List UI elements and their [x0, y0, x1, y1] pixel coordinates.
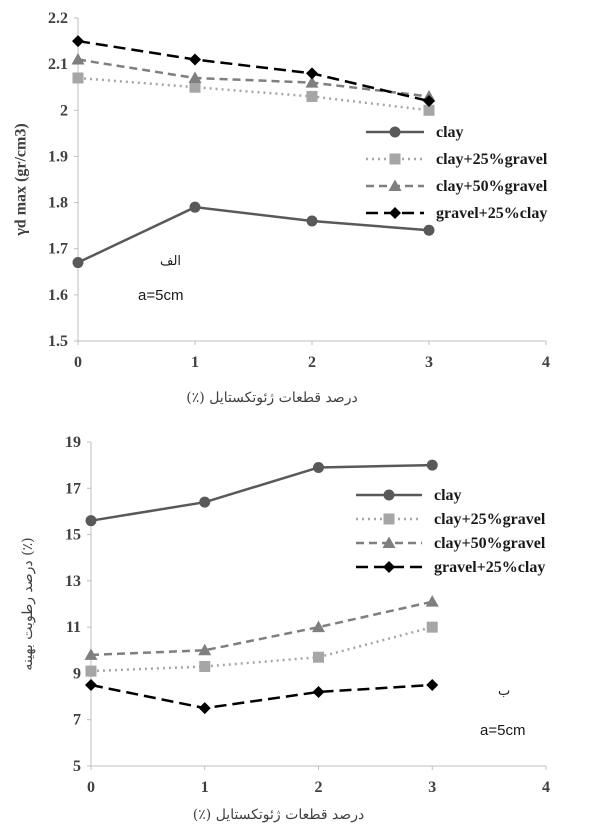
chart1-data-point: [312, 620, 325, 633]
chart1-data-point: [199, 660, 211, 672]
chart1-y-tick-label: 9: [73, 665, 81, 682]
chart0-y-tick-label: 1.5: [48, 333, 68, 350]
chart1-data-point: [313, 651, 324, 663]
chart0-data-point: [71, 53, 85, 65]
chart1-data-point: [198, 702, 211, 715]
chart1-legend-label: clay: [434, 487, 462, 504]
chart0-legend-marker: [389, 207, 401, 219]
chart0-data-point: [72, 257, 84, 269]
chart0-legend-marker: [389, 153, 401, 165]
chart1-x-tick-label: 0: [87, 779, 95, 796]
chart0-data-point: [423, 95, 435, 108]
chart1-y-axis-label: درصد رطوبت بهینه (٪): [20, 537, 36, 670]
chart0-y-tick-label: 2: [60, 102, 68, 119]
chart0-legend-label: clay+50%gravel: [436, 178, 548, 195]
chart1-y-tick-label: 11: [66, 619, 81, 636]
chart0-y-tick-label: 1.9: [48, 148, 68, 165]
chart1-annotation: ب: [498, 684, 510, 699]
chart0-legend-marker: [388, 179, 402, 191]
chart1-y-tick-label: 13: [65, 573, 81, 590]
chart0-data-point: [188, 71, 202, 83]
chart1-x-tick-label: 3: [428, 779, 436, 796]
chart0-data-point: [72, 72, 84, 84]
chart0-data-point: [306, 67, 318, 80]
chart1-data-point: [198, 643, 212, 656]
chart0-series-line-clay+50%gravel: [77, 58, 430, 98]
chart0-data-point: [423, 224, 435, 236]
chart1-data-point: [84, 648, 98, 660]
chart1-x-axis-label: درصد قطعات ژئوتکستایل (٪): [193, 807, 364, 823]
chart0-data-point: [306, 90, 318, 102]
chart0-x-tick-label: 2: [308, 354, 316, 371]
chart1-data-point: [313, 461, 324, 473]
chart0-data-point: [189, 81, 201, 93]
chart1-y-tick-label: 17: [65, 480, 81, 497]
chart0-x-tick-label: 3: [425, 354, 433, 371]
chart0-x-tick-label: 4: [542, 354, 550, 371]
chart0-series-line-gravel+25%clay: [77, 39, 430, 103]
chart0-x-axis-label: درصد قطعات ژئوتکستایل (٪): [186, 390, 357, 406]
chart0-series-line-clay+25%gravel: [77, 76, 430, 112]
chart0-legend-label: clay: [436, 124, 464, 141]
chart0-data-point: [72, 35, 84, 48]
chart1-legend-marker: [383, 489, 395, 501]
chart1-legend-marker: [382, 536, 396, 548]
chart0-x-tick-label: 1: [191, 354, 199, 371]
chart1-x-tick-label: 4: [542, 779, 550, 796]
chart0-y-tick-label: 1.7: [48, 241, 68, 258]
chart1-y-tick-label: 19: [65, 434, 81, 451]
chart0-legend-label: gravel+25%clay: [436, 205, 547, 222]
chart1-legend-label: clay+50%gravel: [434, 535, 546, 552]
chart1-data-point: [85, 665, 97, 677]
chart0-annotation: الف: [160, 254, 181, 269]
chart0-y-tick-label: 2.1: [48, 56, 68, 73]
chart1-legend-label: clay+25%gravel: [434, 511, 546, 528]
chart1-legend-marker: [383, 513, 395, 525]
chart1-y-tick-label: 5: [73, 758, 81, 775]
chart1-data-point: [199, 496, 211, 508]
chart0-y-tick-label: 2.2: [48, 10, 68, 27]
chart0-data-point: [306, 215, 318, 227]
chart1-y-tick-label: 15: [65, 527, 81, 544]
chart0-data-point: [189, 53, 201, 66]
chart0-y-tick-label: 1.6: [48, 287, 68, 304]
chart0-annotation: a=5cm: [138, 287, 183, 304]
chart1-data-point: [312, 685, 325, 698]
chart0-data-point: [423, 104, 435, 116]
chart1-data-point: [85, 515, 97, 527]
chart1-x-tick-label: 2: [315, 779, 323, 796]
chart1-legend-label: gravel+25%clay: [434, 559, 545, 576]
chart0-x-tick-label: 0: [74, 354, 82, 371]
chart1-series-line-clay+25%gravel: [90, 625, 433, 673]
chart1-data-point: [426, 679, 439, 691]
chart1-y-tick-label: 7: [73, 712, 81, 729]
chart0-data-point: [189, 201, 201, 213]
chart1-data-point: [426, 459, 438, 471]
chart0-legend-label: clay+25%gravel: [436, 151, 548, 168]
chart0-y-tick-label: 1.8: [48, 195, 68, 212]
chart1-data-point: [425, 595, 439, 607]
chart0-y-axis-label: γd max (gr/cm3): [13, 123, 30, 236]
chart0-data-point: [305, 76, 319, 88]
chart1-legend-marker: [383, 561, 395, 573]
chart1-series-line-clay+50%gravel: [90, 600, 433, 657]
chart1-data-point: [85, 679, 97, 691]
chart1-series-line-gravel+25%clay: [90, 683, 433, 710]
chart1-annotation: a=5cm: [480, 722, 525, 739]
chart1-series-line-clay: [90, 463, 433, 522]
chart1-x-tick-label: 1: [201, 779, 209, 796]
chart0-legend-marker: [389, 126, 401, 138]
chart1-data-point: [426, 621, 438, 633]
chart0-series-line-clay: [77, 205, 430, 264]
